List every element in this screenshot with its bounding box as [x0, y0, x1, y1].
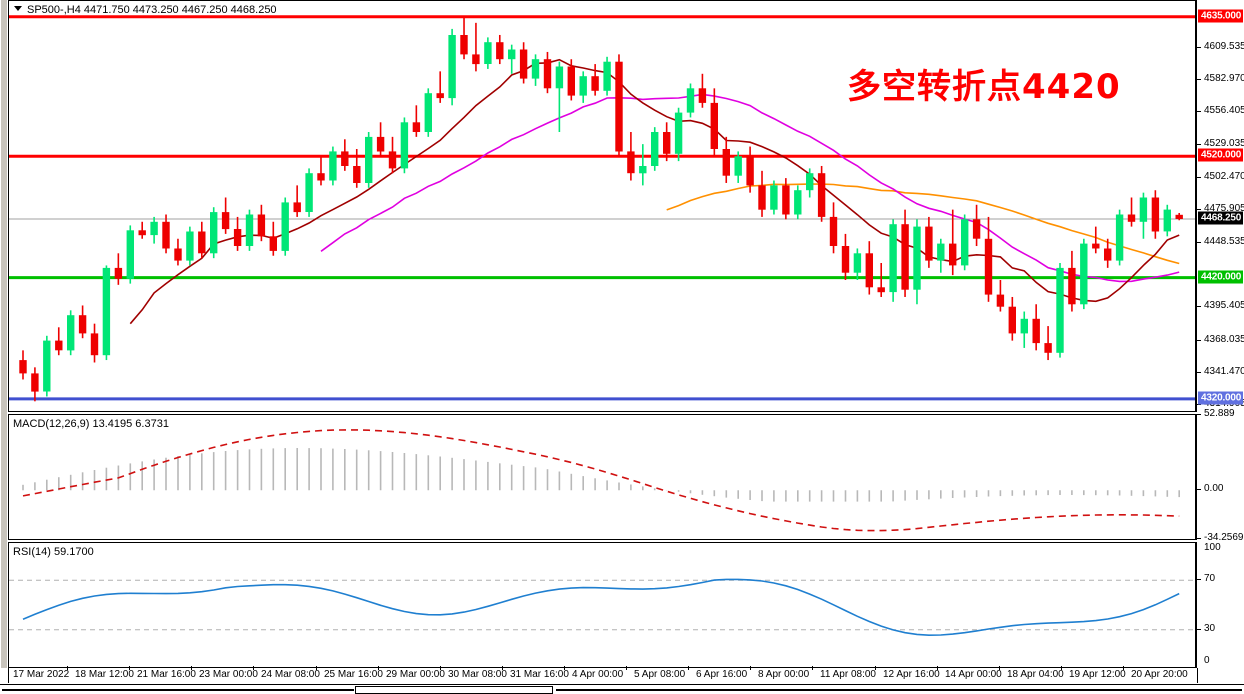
price-chart-pane[interactable]: SP500-,H4 4471.750 4473.250 4467.250 446…: [8, 0, 1196, 412]
macd-axis-scale[interactable]: 52.889 0.00 -34.2569: [1196, 409, 1244, 543]
time-axis-separator: [67, 666, 68, 670]
rsi-canvas[interactable]: [9, 543, 1195, 667]
time-axis-label: 20 Apr 20:00: [1131, 669, 1188, 680]
macd-tick: 0.00: [1197, 484, 1223, 494]
macd-series-svg: [22, 429, 1180, 532]
time-axis-separator: [626, 666, 627, 670]
price-tick: 4341.470: [1197, 366, 1244, 377]
time-axis-separator: [502, 666, 503, 670]
price-series-svg: [9, 15, 1195, 402]
time-axis-separator: [812, 666, 813, 670]
price-tag-label[interactable]: 4635.000: [1198, 9, 1244, 23]
rsi-tick: 30: [1197, 623, 1215, 634]
price-tick: 4529.035: [1197, 139, 1244, 149]
time-axis-label: 23 Mar 00:00: [199, 669, 258, 680]
time-axis-label: 25 Mar 16:00: [324, 669, 383, 680]
time-axis-label: 31 Mar 16:00: [510, 669, 569, 680]
time-axis-label: 4 Apr 00:00: [572, 669, 624, 680]
time-axis-label: 24 Mar 08:00: [261, 669, 320, 680]
price-tag-label[interactable]: 4468.250: [1198, 211, 1244, 225]
rsi-axis-scale[interactable]: 100 70 30 0: [1196, 542, 1244, 668]
price-tag-label[interactable]: 4420.000: [1198, 270, 1244, 284]
time-axis-separator: [1123, 666, 1124, 670]
time-axis-separator: [191, 666, 192, 670]
rsi-pane-header: RSI(14) 59.1700: [13, 546, 94, 558]
price-tag-label[interactable]: 4520.000: [1198, 148, 1244, 162]
rsi-tick: 0: [1204, 655, 1210, 666]
price-tick: 4556.405: [1197, 106, 1244, 116]
time-axis-separator: [253, 666, 254, 670]
rsi-tick: 100: [1204, 542, 1221, 553]
time-axis-label: 18 Mar 12:00: [75, 669, 134, 680]
time-axis-label: 21 Mar 16:00: [137, 669, 196, 680]
macd-canvas[interactable]: [9, 415, 1195, 539]
chart-annotation-text: 多空转折点4420: [847, 67, 1121, 107]
rsi-pane[interactable]: RSI(14) 59.1700: [8, 542, 1196, 668]
price-tick: 4368.035: [1197, 334, 1244, 345]
rsi-series-svg: [9, 578, 1195, 637]
price-chart-canvas[interactable]: [9, 1, 1195, 411]
time-axis-separator: [875, 666, 876, 670]
time-axis-label: 14 Apr 00:00: [945, 669, 1002, 680]
time-axis-separator: [1061, 666, 1062, 670]
scroll-track-right[interactable]: [556, 689, 1242, 691]
price-tick: 4502.470: [1197, 171, 1244, 182]
time-axis-separator: [937, 666, 938, 670]
price-tick: 4448.535: [1197, 236, 1244, 247]
time-axis-label: 6 Apr 16:00: [696, 669, 748, 680]
price-axis-scale[interactable]: 4609.535 4582.970 4556.405 4529.035 4502.470…: [1196, 0, 1244, 412]
horizontal-scroll-thumb[interactable]: [355, 686, 553, 694]
macd-pane[interactable]: MACD(12,26,9) 13.4195 6.3731: [8, 414, 1196, 540]
price-tick: 4609.535: [1197, 41, 1244, 52]
time-axis-label: 12 Apr 16:00: [883, 669, 940, 680]
time-axis-separator: [750, 666, 751, 670]
macd-tick: 52.889: [1197, 409, 1235, 419]
time-axis-separator: [564, 666, 565, 670]
price-tick: 4395.405: [1197, 301, 1244, 311]
price-tick: 4475.905: [1197, 203, 1244, 214]
time-axis-separator: [378, 666, 379, 670]
macd-pane-header: MACD(12,26,9) 13.4195 6.3731: [13, 418, 169, 430]
time-axis-label: 11 Apr 08:00: [820, 669, 876, 680]
price-pane-header: SP500-,H4 4471.750 4473.250 4467.250 446…: [14, 4, 277, 16]
time-axis-label: 8 Apr 00:00: [758, 669, 810, 680]
horizontal-scrollbar[interactable]: [0, 684, 1244, 694]
scroll-track-left[interactable]: [2, 689, 354, 691]
triangle-down-icon[interactable]: [14, 6, 22, 11]
time-axis-label: 18 Apr 04:00: [1007, 669, 1064, 680]
time-axis-separator: [440, 666, 441, 670]
time-axis-label: 17 Mar 2022: [13, 669, 70, 680]
price-tick: 4582.970: [1197, 73, 1244, 84]
time-axis-separator: [316, 666, 317, 670]
time-axis-label: 19 Apr 12:00: [1069, 669, 1126, 680]
price-tag-label[interactable]: 4320.000: [1198, 391, 1244, 405]
time-axis-separator: [688, 666, 689, 670]
rsi-tick: 70: [1197, 574, 1215, 584]
time-axis-separator: [129, 666, 130, 670]
time-axis-separator: [999, 666, 1000, 670]
time-axis[interactable]: 17 Mar 2022 18 Mar 12:00 21 Mar 16:00 23 Ma…: [8, 666, 1198, 683]
time-axis-label: 30 Mar 08:00: [448, 669, 507, 680]
time-axis-label: 29 Mar 00:00: [386, 669, 445, 680]
vertical-scroll-thumb[interactable]: [1, 0, 7, 668]
price-header-text: SP500-,H4 4471.750 4473.250 4467.250 446…: [27, 4, 277, 16]
time-axis-label: 5 Apr 08:00: [634, 669, 686, 680]
macd-tick: -34.2569: [1197, 533, 1243, 543]
vertical-scroll-gutter[interactable]: [0, 0, 8, 668]
